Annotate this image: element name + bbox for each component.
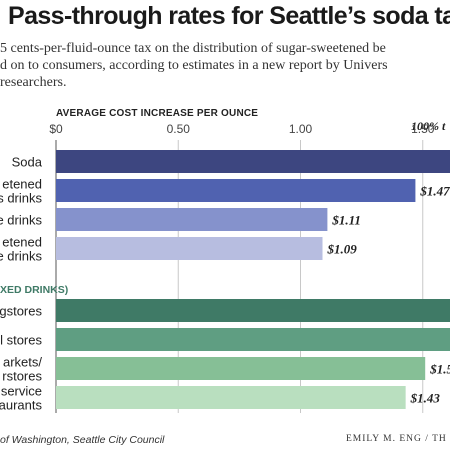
category-label: service [1,384,42,399]
value-label: $1.09 [327,242,358,257]
subtitle-line-2: d on to consumers, according to estimate… [0,58,388,73]
value-label: $1.47 [419,184,450,199]
reference-label: 100% t [411,119,446,133]
credit-line: EMILY M. ENG / TH [346,434,447,444]
value-label: $1.11 [331,213,361,228]
bar [56,328,450,351]
bar-chart: AVERAGE COST INCREASE PER OUNCE 100% t $0 0… [0,108,450,413]
subtitle-line-3: researchers. [0,75,67,90]
chart-subtitle: 5 cents-per-fluid-ounce tax on the distr… [0,40,450,91]
source-note: of Washington, Seattle City Council [0,434,165,446]
category-label: Soda [12,155,43,170]
tick-label: $0 [49,122,63,136]
category-label: arkets/ [3,355,42,370]
category-label: rstores [2,369,42,384]
value-label: $1.43 [410,391,441,406]
axis-title: AVERAGE COST INCREASE PER OUNCE [56,108,258,119]
bar [56,299,450,322]
subtitle-line-1: 5 cents-per-fluid-ounce tax on the distr… [0,41,386,56]
category-label: s drinks [0,191,42,206]
bar [56,179,416,202]
category-label: l stores [0,333,42,348]
category-label: aurants [0,398,42,413]
category-label: etened [2,235,42,250]
tick-label: 0.50 [167,122,191,136]
category-label: gstores [0,304,42,319]
category-label: e drinks [0,213,42,228]
bar [56,208,328,231]
chart-title: Pass-through rates for Seattle’s soda ta… [8,2,450,30]
value-label: $1.5 [429,362,450,377]
bar [56,386,406,409]
tick-label: 1.00 [289,122,313,136]
category-label: e drinks [0,249,42,264]
category-label: etened [2,177,42,192]
tick-label: 1.50 [411,122,435,136]
group-label: XED DRINKS) [0,284,68,296]
bar [56,357,426,380]
bar [56,150,450,173]
bar [56,237,323,260]
